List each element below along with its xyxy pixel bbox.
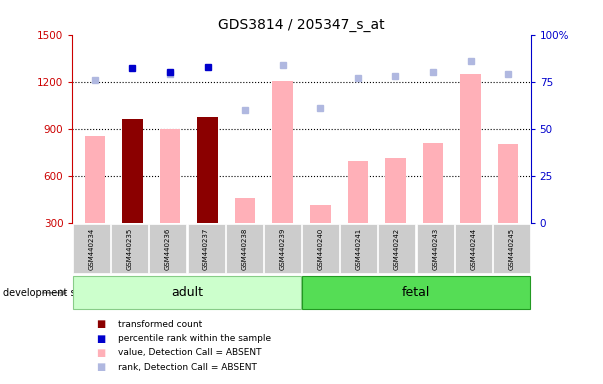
- Text: adult: adult: [171, 286, 203, 299]
- Bar: [460, 74, 481, 223]
- Text: GSM440239: GSM440239: [279, 227, 285, 270]
- Text: GSM440241: GSM440241: [356, 227, 362, 270]
- Bar: [235, 198, 256, 223]
- Bar: [423, 143, 443, 223]
- Bar: [385, 158, 406, 223]
- Bar: [347, 161, 368, 223]
- Text: GSM440237: GSM440237: [203, 227, 209, 270]
- Text: value, Detection Call = ABSENT: value, Detection Call = ABSENT: [118, 348, 261, 358]
- Text: ■: ■: [96, 348, 106, 358]
- Title: GDS3814 / 205347_s_at: GDS3814 / 205347_s_at: [218, 18, 385, 32]
- Text: GSM440244: GSM440244: [470, 228, 476, 270]
- Text: GSM440238: GSM440238: [241, 227, 247, 270]
- Text: GSM440236: GSM440236: [165, 227, 171, 270]
- Bar: [273, 81, 293, 223]
- Text: ■: ■: [96, 334, 106, 344]
- Text: rank, Detection Call = ABSENT: rank, Detection Call = ABSENT: [118, 362, 256, 372]
- Text: development stage: development stage: [3, 288, 98, 298]
- Text: fetal: fetal: [402, 286, 431, 299]
- Text: GSM440234: GSM440234: [89, 227, 95, 270]
- Bar: [122, 119, 143, 223]
- Text: ■: ■: [96, 319, 106, 329]
- Text: percentile rank within the sample: percentile rank within the sample: [118, 334, 271, 343]
- Bar: [497, 144, 519, 223]
- Bar: [310, 205, 330, 223]
- Text: GSM440243: GSM440243: [432, 227, 438, 270]
- Text: GSM440245: GSM440245: [508, 228, 514, 270]
- Text: ■: ■: [96, 362, 106, 372]
- Bar: [84, 136, 106, 223]
- Bar: [160, 129, 180, 223]
- Text: GSM440242: GSM440242: [394, 228, 400, 270]
- Text: GSM440240: GSM440240: [318, 227, 324, 270]
- Text: GSM440235: GSM440235: [127, 227, 133, 270]
- Bar: [197, 117, 218, 223]
- Text: transformed count: transformed count: [118, 320, 202, 329]
